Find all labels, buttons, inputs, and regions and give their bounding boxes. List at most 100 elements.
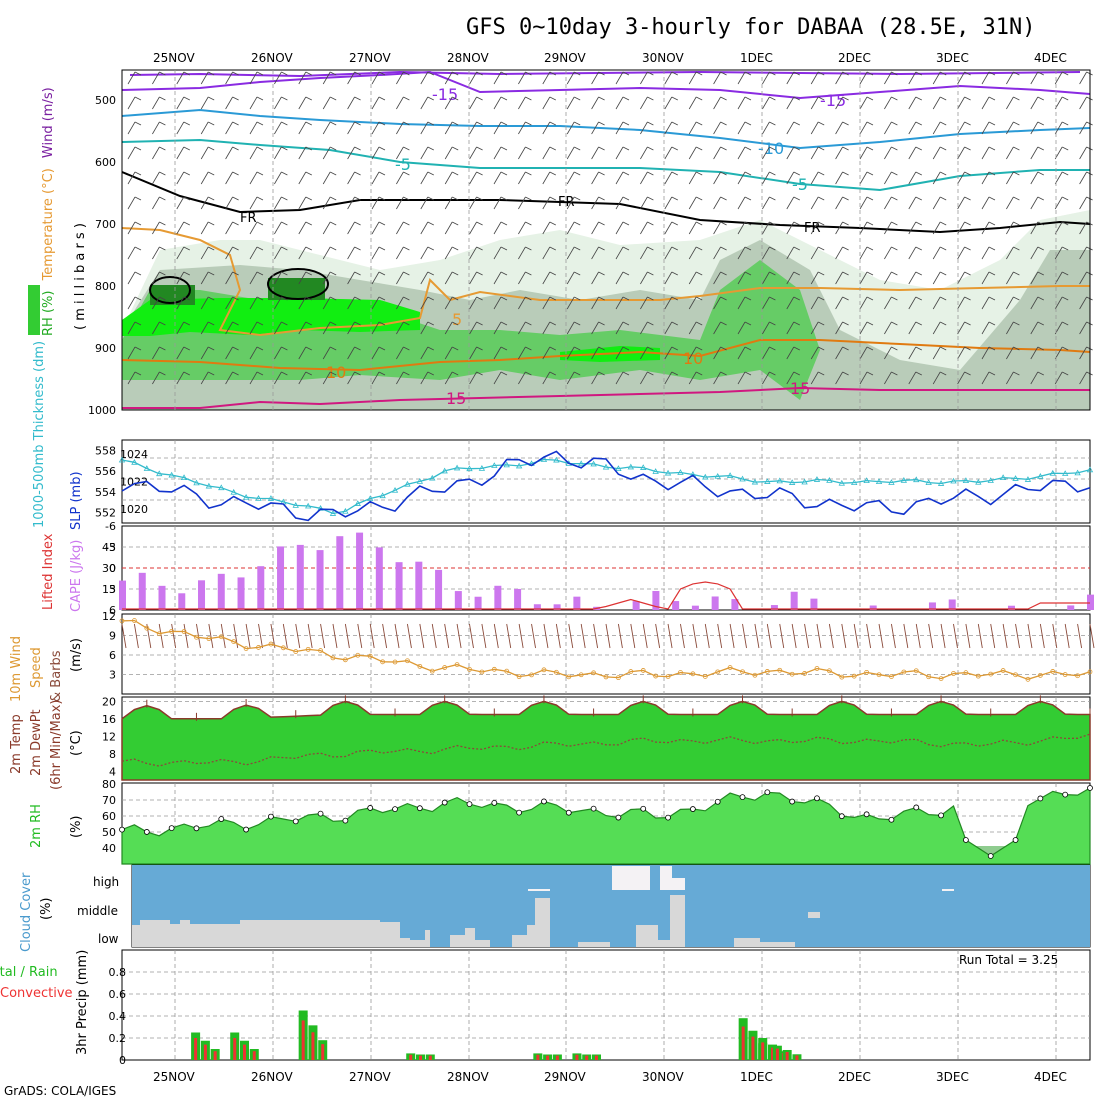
wind-barb-flag [769,71,776,76]
wind10-barb [593,623,599,649]
wind-barb [1079,371,1087,385]
wind-barb-flag [1037,96,1044,101]
wind-barb-flag [403,96,410,101]
wind-barb-flag [525,121,532,126]
wind-barb [762,121,770,135]
date-label-bottom: 30NOV [642,1070,684,1084]
wind10-ylabel-a: 10m Wind [9,636,24,702]
wind-barb [884,196,892,210]
wind-barb [249,371,258,385]
wind-barb-flag [500,171,508,176]
wind-barb-flag [598,71,605,76]
wind-barb [908,221,917,235]
wind10-barb [1015,623,1020,649]
wind-barb-flag [720,171,727,176]
wind-barb [322,146,331,160]
wind-barb-flag [183,321,190,326]
wind-barb-flag [915,246,922,251]
date-label-bottom: 25NOV [153,1070,195,1084]
wind-barb [981,71,990,85]
wind-barb [810,271,819,285]
wind-barb [396,221,404,235]
precip-conv-bar [741,1026,745,1060]
wind-barb-flag [720,346,727,351]
wind-barb [786,246,795,260]
wind-barb-flag [598,371,605,376]
wind-barb [127,321,136,335]
wind-barb [469,346,477,360]
wind10-marker [405,658,410,664]
wind-barb [542,296,551,310]
wind-barb [1079,71,1087,85]
wind-barb [664,196,673,210]
wind10-barb [866,623,872,649]
wind-barb [249,271,258,285]
wind-barb [688,296,697,310]
wind-barb-flag [256,271,264,276]
wind-barb-flag [427,96,434,101]
wind-barb-flag [647,296,654,301]
wind10-barb [518,623,524,649]
wind-barb [762,171,770,185]
upper-ylabel-mb: ( m i l l i b a r s ) [73,223,88,330]
thickness-marker [925,479,932,485]
precip-conv-bar [761,1042,765,1060]
wind-barb [371,171,380,185]
wind-barb [688,371,697,385]
thickness-marker [131,458,138,465]
wind-barb [249,246,258,260]
wind-barb-flag [647,196,654,201]
wind-barb [786,221,795,235]
wind-barb [322,71,331,85]
wind-barb [274,246,282,260]
temp2m-ylabel-d: (°C) [69,730,84,756]
wind-barb [127,146,136,160]
wind-barb [640,246,648,260]
wind-barb-flag [305,371,312,376]
wind10-marker [665,674,671,680]
wind-barb [396,96,404,110]
contour-label: 10 [326,363,346,382]
cape-bar [296,544,304,610]
wind-barb [371,196,380,210]
cloud-level-middle: middle [77,904,118,918]
wind-barb-flag [476,296,483,301]
wind-barb [1079,321,1087,335]
tick-label: 50 [102,826,116,839]
date-label-top: 27NOV [349,51,391,65]
precip-conv-bar [409,1054,413,1060]
wind-barb [591,71,599,85]
wind-barb-flag [403,71,410,76]
cape-bar [731,599,739,610]
temp2m-ylabel-a: 2m Temp [9,714,24,774]
thickness-ylabel: 1000-500mb Thickness (dm) [32,341,47,528]
wind-barb-flag [330,321,337,326]
wind10-barb [841,623,847,649]
wind-barb [518,346,526,360]
wind-barb-flag [622,71,630,76]
wind-barb [566,196,575,210]
wind-barb [640,296,648,310]
wind-barb-flag [866,71,874,76]
wind-barb-flag [647,96,654,101]
contour-label: -5 [792,175,808,194]
thickness-marker [826,477,833,483]
wind-barb [493,296,502,310]
wind-contour-15-b [129,70,1081,78]
cape-bar [652,590,660,610]
wind10-barb [357,623,363,649]
wind-barb [396,371,404,385]
wind-barb [737,196,746,210]
wind-barb-flag [525,221,532,226]
wind-barb-flag [866,271,874,276]
wind-barb-flag [476,346,483,351]
wind-barb-flag [1037,246,1044,251]
wind-barb [932,221,941,235]
tick-label: 45 [102,541,116,554]
tick-label: -3 [105,541,116,554]
rh2m-ylabel-b: (%) [69,816,84,839]
wind-barb-flag [842,321,849,326]
cloud-level-high: high [93,875,119,889]
wind-barb-flag [744,71,752,76]
temp2m-ylabel-b: 2m DewPt [29,709,44,776]
